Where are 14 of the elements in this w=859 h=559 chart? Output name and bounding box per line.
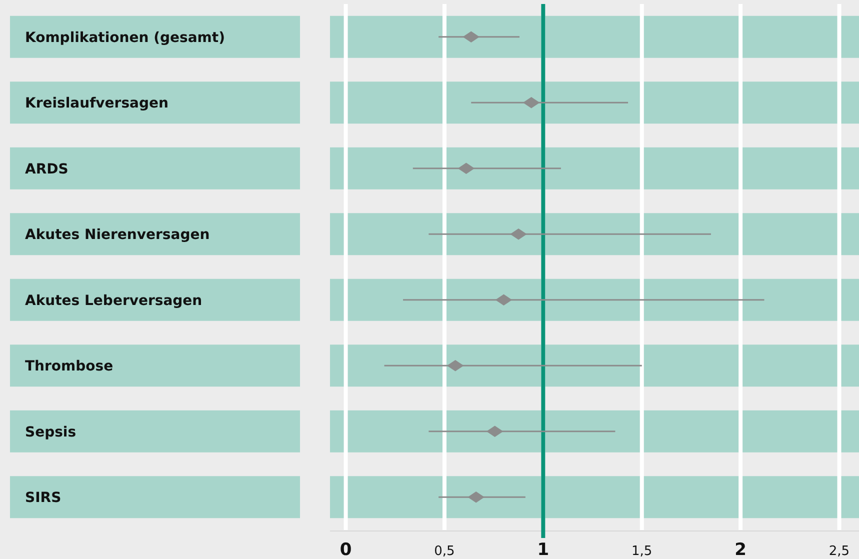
y-tick-label: SIRS: [25, 490, 62, 506]
y-tick-label: ARDS: [25, 161, 68, 178]
x-tick-label: 0: [340, 540, 352, 559]
x-tick-label: 0,5: [434, 544, 455, 559]
y-tick-label: Akutes Leberversagen: [25, 292, 202, 309]
y-tick-label: Thrombose: [25, 358, 114, 375]
y-tick-label: Sepsis: [25, 424, 76, 440]
x-tick-label: 1: [537, 540, 550, 559]
y-tick-label: Komplikationen (gesamt): [25, 30, 225, 46]
x-tick-label: 2,5: [828, 544, 850, 559]
x-tick-label: 1,5: [632, 544, 652, 559]
y-tick-label: Kreislaufversagen: [25, 96, 168, 112]
y-tick-label: Akutes Nierenversagen: [25, 227, 210, 244]
x-tick-label: 2: [734, 540, 746, 559]
